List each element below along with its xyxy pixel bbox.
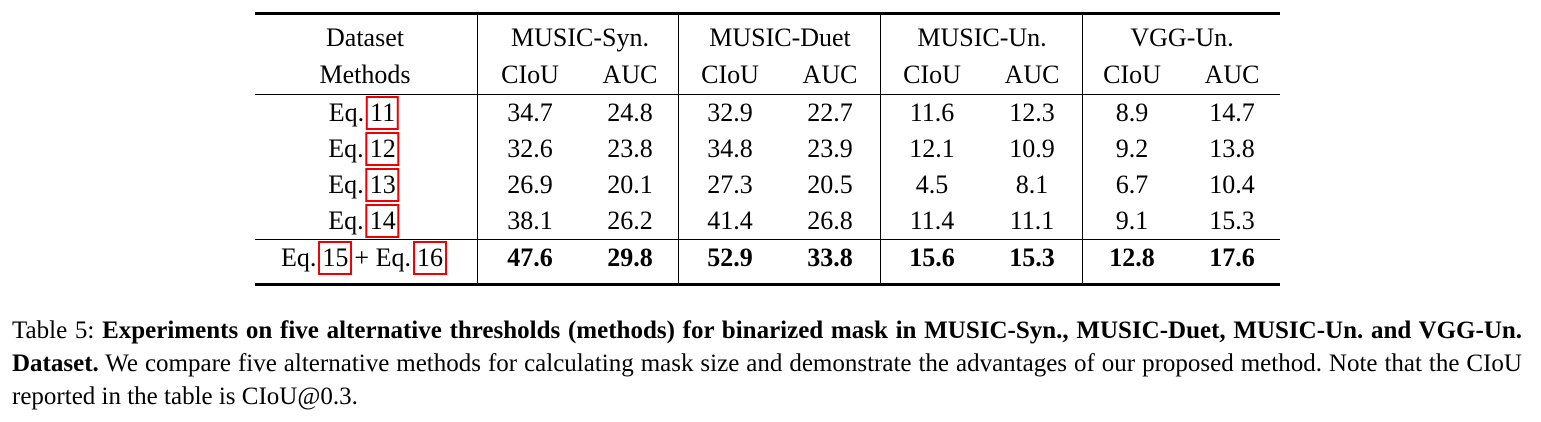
value-cell: 26.8 xyxy=(807,206,853,235)
equation-ref[interactable]: 12 xyxy=(365,132,400,166)
value-cell: 8.9 xyxy=(1115,98,1149,127)
equation-ref[interactable]: 14 xyxy=(365,204,400,238)
header-cell: Dataset xyxy=(326,23,404,52)
value-cell: 26.2 xyxy=(607,206,653,235)
subheader-cell: AUC xyxy=(1004,60,1060,89)
caption-bold: Experiments on five alternative threshol… xyxy=(12,317,1523,377)
rule xyxy=(255,94,1280,95)
value-cell: 29.8 xyxy=(607,243,653,272)
rule xyxy=(255,283,1280,286)
method-text: + Eq. xyxy=(354,243,411,272)
value-cell: 26.9 xyxy=(507,170,553,199)
method-cell: Eq. 14 xyxy=(328,204,401,238)
header-cell: MUSIC-Duet xyxy=(709,23,851,52)
header-cell: VGG-Un. xyxy=(1130,23,1234,52)
method-text: Eq. xyxy=(328,98,365,127)
value-cell: 15.3 xyxy=(1209,206,1255,235)
value-cell: 15.3 xyxy=(1009,243,1055,272)
value-cell: 27.3 xyxy=(707,170,753,199)
subheader-cell: CIoU xyxy=(701,60,759,89)
method-text: Eq. xyxy=(328,206,364,235)
method-cell: Eq. 12 xyxy=(328,132,401,166)
value-cell: 11.1 xyxy=(1009,206,1055,235)
caption-label: Table 5: xyxy=(12,317,95,344)
value-cell: 14.7 xyxy=(1209,98,1255,127)
caption: Table 5: Experiments on five alternative… xyxy=(12,314,1522,413)
value-cell: 9.1 xyxy=(1115,206,1149,235)
subheader-cell: AUC xyxy=(802,60,858,89)
value-cell: 34.7 xyxy=(507,98,553,127)
subheader-cell: CIoU xyxy=(1103,60,1161,89)
value-cell: 22.7 xyxy=(807,98,853,127)
value-cell: 8.1 xyxy=(1015,170,1049,199)
rule xyxy=(255,239,1280,240)
value-cell: 15.6 xyxy=(909,243,955,272)
equation-ref[interactable]: 13 xyxy=(365,168,400,202)
header-cell: MUSIC-Syn. xyxy=(511,23,649,52)
value-cell: 10.4 xyxy=(1209,170,1255,199)
method-text: Eq. xyxy=(281,243,317,272)
value-cell: 11.6 xyxy=(909,98,955,127)
value-cell: 9.2 xyxy=(1115,134,1149,163)
value-cell: 52.9 xyxy=(707,243,753,272)
value-cell: 17.6 xyxy=(1209,243,1255,272)
method-cell: Eq. 15 + Eq. 16 xyxy=(281,241,449,275)
value-cell: 41.4 xyxy=(707,206,753,235)
rule xyxy=(477,15,478,284)
value-cell: 10.9 xyxy=(1009,134,1055,163)
value-cell: 20.1 xyxy=(607,170,653,199)
value-cell: 23.8 xyxy=(607,134,653,163)
value-cell: 12.3 xyxy=(1009,98,1055,127)
subheader-cell: AUC xyxy=(602,60,658,89)
value-cell: 32.9 xyxy=(707,98,753,127)
subheader-cell: CIoU xyxy=(501,60,559,89)
value-cell: 23.9 xyxy=(807,134,853,163)
header-cell: MUSIC-Un. xyxy=(917,23,1047,52)
rule xyxy=(255,12,1280,15)
rule xyxy=(678,15,679,284)
subheader-cell: CIoU xyxy=(903,60,961,89)
method-text: Eq. xyxy=(328,134,364,163)
value-cell: 11.4 xyxy=(909,206,955,235)
caption-text: We compare five alternative methods for … xyxy=(12,350,1522,410)
value-cell: 12.8 xyxy=(1109,243,1155,272)
value-cell: 47.6 xyxy=(507,243,553,272)
equation-ref[interactable]: 16 xyxy=(412,241,447,275)
value-cell: 12.1 xyxy=(909,134,955,163)
rule xyxy=(1082,15,1083,284)
subheader-cell: AUC xyxy=(1204,60,1260,89)
rule xyxy=(880,15,881,284)
method-text: Eq. xyxy=(328,170,364,199)
equation-ref[interactable]: 15 xyxy=(318,241,353,275)
value-cell: 6.7 xyxy=(1115,170,1149,199)
value-cell: 20.5 xyxy=(807,170,853,199)
method-cell: Eq. 13 xyxy=(328,168,401,202)
subheader-cell: Methods xyxy=(319,60,411,89)
value-cell: 34.8 xyxy=(707,134,753,163)
value-cell: 38.1 xyxy=(507,206,553,235)
value-cell: 32.6 xyxy=(507,134,553,163)
value-cell: 33.8 xyxy=(807,243,853,272)
equation-ref[interactable]: 11 xyxy=(366,96,400,130)
value-cell: 4.5 xyxy=(915,170,949,199)
method-cell: Eq. 11 xyxy=(329,96,401,130)
value-cell: 13.8 xyxy=(1209,134,1255,163)
value-cell: 24.8 xyxy=(607,98,653,127)
